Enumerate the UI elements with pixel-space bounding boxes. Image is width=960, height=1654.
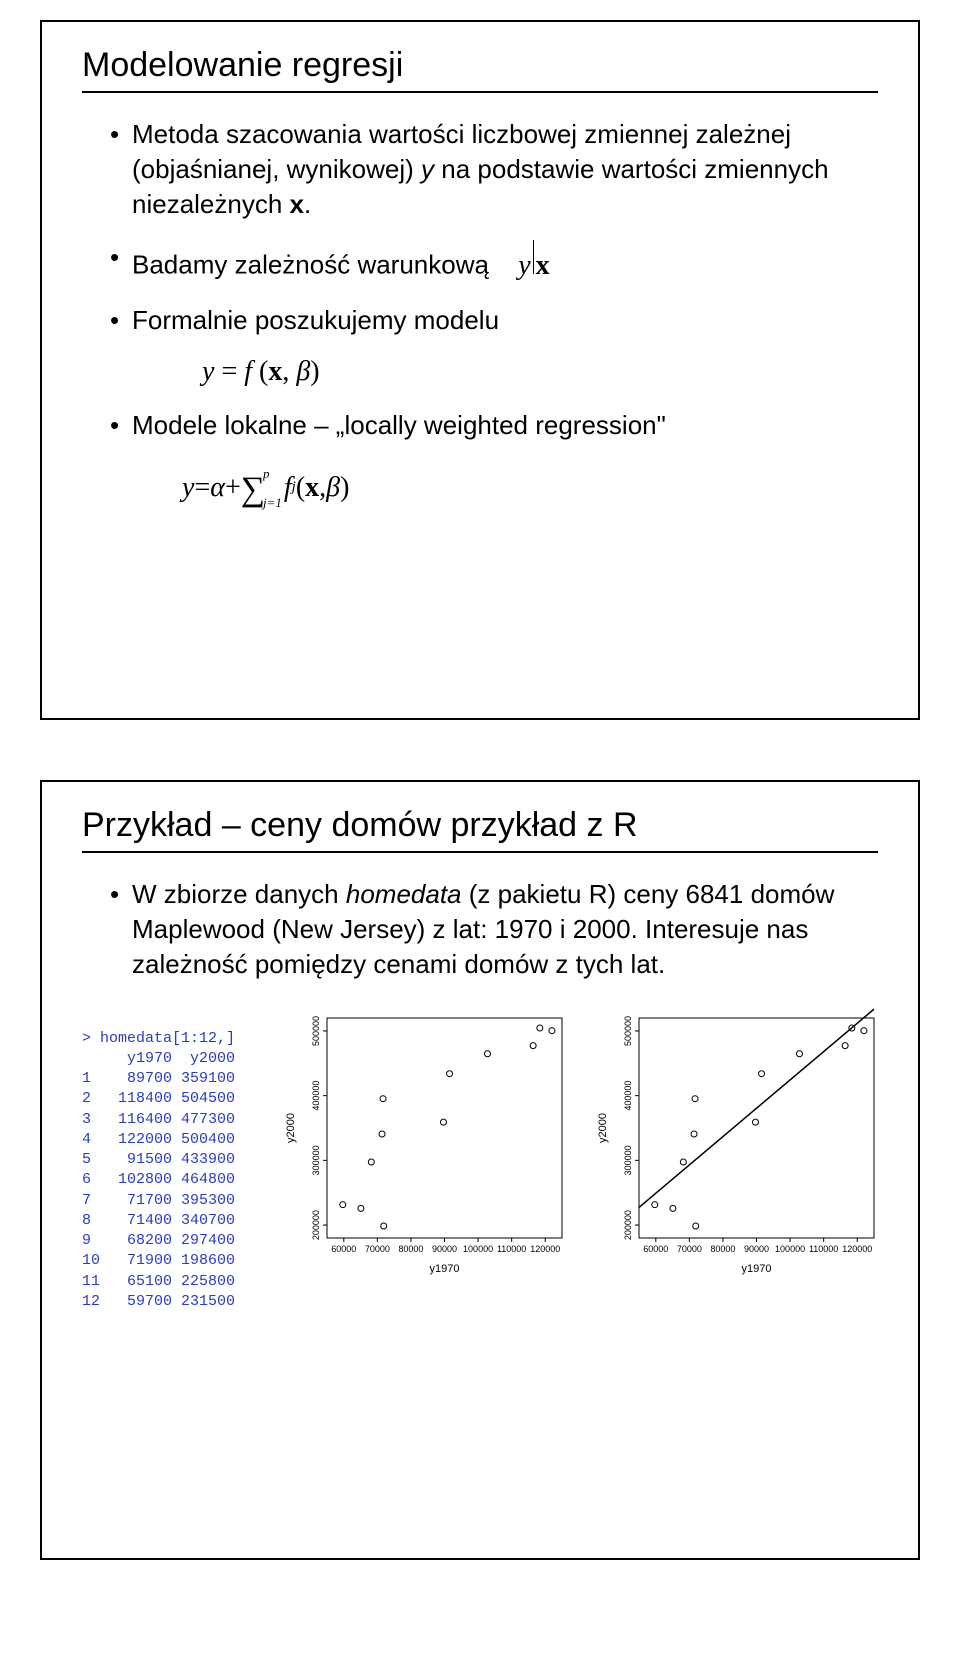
f2-sup: p [263, 467, 282, 480]
svg-text:400000: 400000 [623, 1081, 633, 1111]
svg-text:y2000: y2000 [285, 1113, 297, 1143]
svg-text:110000: 110000 [809, 1244, 838, 1254]
bullet-1: Metoda szacowania wartości liczbowej zmi… [110, 117, 878, 222]
svg-text:400000: 400000 [311, 1081, 321, 1111]
f1-eq: = [214, 356, 244, 387]
svg-text:300000: 300000 [311, 1146, 321, 1176]
s2b-it: homedata [346, 879, 462, 909]
f1-lp: ( [259, 356, 268, 387]
b1-post: . [304, 189, 311, 219]
svg-text:60000: 60000 [643, 1244, 668, 1254]
svg-text:70000: 70000 [365, 1244, 390, 1254]
svg-text:90000: 90000 [744, 1244, 769, 1254]
slide1-bullets: Metoda szacowania wartości liczbowej zmi… [82, 117, 878, 338]
f1-b: β [296, 356, 310, 387]
svg-text:100000: 100000 [463, 1244, 493, 1254]
b4-text: Modele lokalne – „locally weighted regre… [132, 410, 666, 440]
svg-text:200000: 200000 [311, 1210, 321, 1240]
f1-rp: ) [310, 356, 319, 387]
bullet-4: Modele lokalne – „locally weighted regre… [110, 408, 878, 443]
f2-a: α [210, 472, 225, 504]
plot1-svg: 60000 70000 80000 90000 100000 110000 120000 20… [282, 1008, 572, 1278]
slide2-bullets: W zbiorze danych homedata (z pakietu R) … [82, 877, 878, 982]
r-console: > homedata[1:12,] y1970 y2000 1 89700 35… [82, 1008, 282, 1312]
svg-text:110000: 110000 [497, 1244, 526, 1254]
b2-text: Badamy zależność warunkową [132, 250, 489, 280]
svg-text:200000: 200000 [623, 1210, 633, 1240]
b1-y: y [421, 154, 434, 184]
console-r3: 3 116400 477300 [82, 1111, 235, 1128]
b2-bar [533, 240, 534, 274]
svg-text:300000: 300000 [623, 1146, 633, 1176]
f2-y: y [182, 472, 194, 504]
console-header: y1970 y2000 [82, 1050, 235, 1067]
f2-f: f [284, 472, 292, 504]
b1-x: x [290, 189, 304, 219]
console-r11: 11 65100 225800 [82, 1273, 235, 1290]
f2-limits: p j=1 [263, 467, 282, 509]
bottom-area: > homedata[1:12,] y1970 y2000 1 89700 35… [82, 1008, 878, 1312]
f2-b: β [326, 472, 340, 504]
console-r4: 4 122000 500400 [82, 1131, 235, 1148]
slide2-rule [82, 851, 878, 853]
console-r1: 1 89700 359100 [82, 1070, 235, 1087]
svg-text:70000: 70000 [677, 1244, 702, 1254]
slide-1: Modelowanie regresji Metoda szacowania w… [40, 20, 920, 720]
plots: 60000 70000 80000 90000 100000 110000 120000 20… [282, 1008, 884, 1312]
slide1-bullets-2: Modele lokalne – „locally weighted regre… [82, 408, 878, 443]
b2-math: yx [514, 250, 553, 281]
svg-text:500000: 500000 [311, 1016, 321, 1046]
console-r10: 10 71900 198600 [82, 1252, 235, 1269]
formula-1: y = f (x, β) [202, 356, 878, 388]
b2-x: x [536, 250, 550, 281]
f2-lp: ( [296, 472, 305, 504]
f2-p: + [225, 472, 241, 504]
svg-text:60000: 60000 [331, 1244, 356, 1254]
s2-bullet: W zbiorze danych homedata (z pakietu R) … [110, 877, 878, 982]
console-r7: 7 71700 395300 [82, 1192, 235, 1209]
page: Modelowanie regresji Metoda szacowania w… [0, 0, 960, 1654]
f1-f: f [244, 356, 259, 387]
console-r2: 2 118400 504500 [82, 1090, 235, 1107]
scatter-plot-2: 60000 70000 80000 90000 100000 110000 120000 20… [594, 1008, 884, 1278]
bullet-3: Formalnie poszukujemy modelu [110, 303, 878, 338]
svg-text:120000: 120000 [842, 1244, 872, 1254]
console-r9: 9 68200 297400 [82, 1232, 235, 1249]
svg-text:500000: 500000 [623, 1016, 633, 1046]
b2-y: y [518, 250, 530, 281]
svg-text:80000: 80000 [710, 1244, 735, 1254]
bullet-2: Badamy zależność warunkową yx [110, 240, 878, 284]
plot2-svg: 60000 70000 80000 90000 100000 110000 120000 20… [594, 1008, 884, 1278]
slide2-title: Przykład – ceny domów przykład z R [82, 806, 878, 845]
console-r5: 5 91500 433900 [82, 1151, 235, 1168]
svg-text:120000: 120000 [530, 1244, 560, 1254]
f2-rp: ) [340, 472, 349, 504]
console-prompt: > homedata[1:12,] [82, 1030, 235, 1047]
f2-x: x [305, 472, 319, 504]
svg-text:90000: 90000 [432, 1244, 457, 1254]
slide1-rule [82, 91, 878, 93]
console-r12: 12 59700 231500 [82, 1293, 235, 1310]
f1-x: x [268, 356, 282, 387]
console-r6: 6 102800 464800 [82, 1171, 235, 1188]
f2-eq: = [194, 472, 210, 504]
svg-text:y2000: y2000 [597, 1113, 609, 1143]
svg-text:y1970: y1970 [430, 1263, 460, 1275]
f1-c: , [282, 356, 296, 387]
f2-sub: j=1 [263, 496, 282, 509]
scatter-plot-1: 60000 70000 80000 90000 100000 110000 120000 20… [282, 1008, 572, 1278]
console-r8: 8 71400 340700 [82, 1212, 235, 1229]
slide-2: Przykład – ceny domów przykład z R W zbi… [40, 780, 920, 1560]
f1-y: y [202, 356, 214, 387]
svg-text:y1970: y1970 [742, 1263, 772, 1275]
svg-text:80000: 80000 [398, 1244, 423, 1254]
s2b-pre: W zbiorze danych [132, 879, 346, 909]
svg-text:100000: 100000 [775, 1244, 805, 1254]
sigma-icon: ∑ [241, 471, 265, 509]
b3-text: Formalnie poszukujemy modelu [132, 305, 499, 335]
slide1-title: Modelowanie regresji [82, 46, 878, 85]
formula-2: y = α + ∑ p j=1 fj (x, β) [182, 467, 878, 509]
